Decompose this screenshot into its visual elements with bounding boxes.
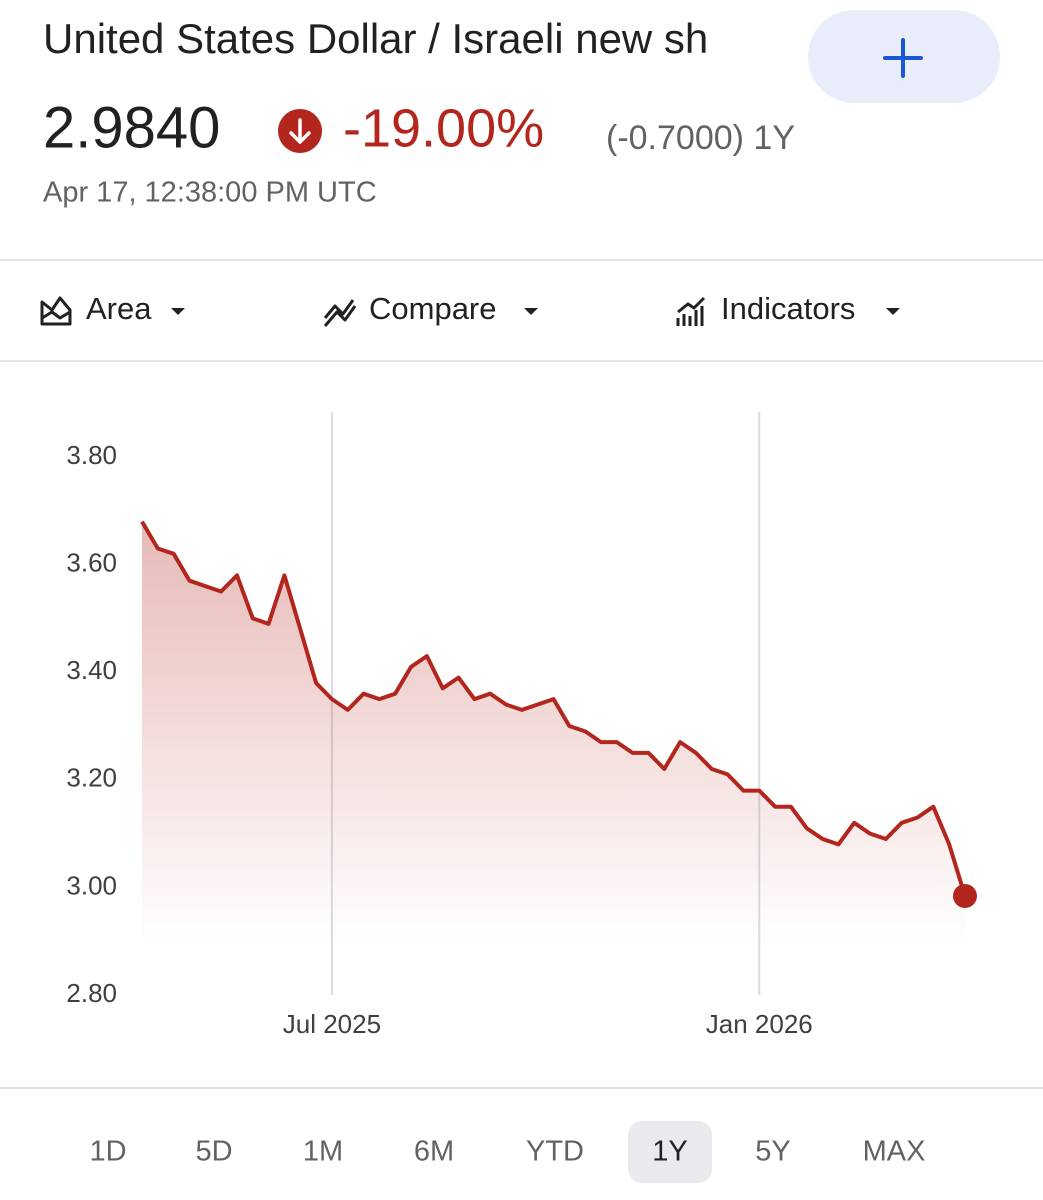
dropdown-caret: [524, 308, 538, 315]
menu-label[interactable]: Compare: [369, 291, 497, 326]
range-button[interactable]: 1D: [89, 1136, 126, 1168]
title: United States Dollar / Israeli new sh: [43, 15, 708, 62]
y-tick-label: 3.40: [66, 655, 117, 685]
range-button[interactable]: 6M: [414, 1136, 454, 1168]
indicators-icon: [676, 296, 706, 326]
range-button[interactable]: 1M: [303, 1136, 343, 1168]
range-button[interactable]: 5D: [195, 1136, 232, 1168]
range-selector: 1D 5D 1M 6M YTD 1Y 5Y MAX: [89, 1121, 925, 1183]
down-arrow: [289, 118, 311, 144]
area-menu[interactable]: Area: [40, 291, 185, 326]
add-button[interactable]: [808, 10, 1000, 103]
range-selected-bg[interactable]: [628, 1121, 712, 1183]
price-line: [140, 520, 967, 897]
range-button[interactable]: 1Y: [652, 1136, 687, 1168]
range-button[interactable]: MAX: [863, 1136, 926, 1168]
add-icon: [883, 38, 923, 78]
x-tick-label: Jul 2025: [283, 1009, 381, 1039]
y-tick-label: 3.60: [66, 547, 117, 577]
y-tick-label: 3.00: [66, 870, 117, 900]
dropdown-caret: [886, 308, 900, 315]
range-button[interactable]: 5Y: [755, 1136, 790, 1168]
range-button[interactable]: YTD: [526, 1136, 584, 1168]
timestamp: Apr 17, 12:38:00 PM UTC: [43, 177, 377, 209]
area-fill: [142, 521, 965, 945]
change-detail: (-0.7000) 1Y: [606, 119, 795, 157]
compare-icon: [323, 299, 357, 327]
y-tick-label: 3.80: [66, 440, 117, 470]
change-percent: -19.00%: [343, 98, 544, 158]
last-point: [953, 884, 977, 909]
dropdown-caret: [171, 308, 185, 315]
price: 2.9840: [43, 95, 220, 160]
menu-label[interactable]: Area: [86, 291, 152, 326]
area-icon: [40, 296, 72, 326]
chart: 2.80 3.00 3.20 3.40 3.60 3.80 Jul 2025 Jan 2026: [66, 412, 977, 1039]
y-tick-label: 2.80: [66, 978, 117, 1008]
compare-menu[interactable]: Compare: [323, 291, 538, 327]
x-tick-label: Jan 2026: [706, 1009, 813, 1039]
indicators-menu[interactable]: Indicators: [676, 291, 900, 326]
y-tick-label: 3.20: [66, 763, 117, 793]
menu-label[interactable]: Indicators: [721, 291, 855, 326]
